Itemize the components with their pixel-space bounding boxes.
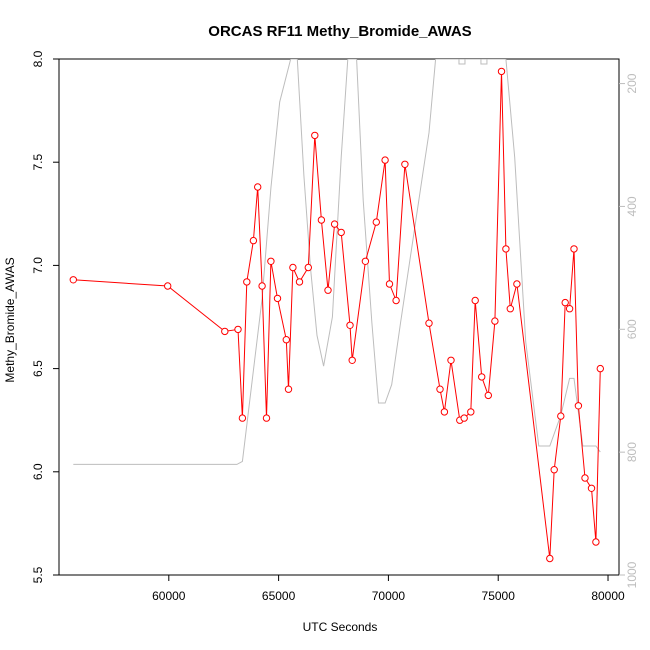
y2-tick-label: 800 xyxy=(625,442,639,462)
data-point xyxy=(581,474,589,482)
data-point xyxy=(69,276,78,284)
y-axis-label: Methy_Bromide_AWAS xyxy=(3,257,17,382)
data-point xyxy=(460,414,468,422)
chart-title: ORCAS RF11 Methy_Bromide_AWAS xyxy=(208,23,471,40)
data-point xyxy=(550,466,558,474)
y-tick-label: 6.5 xyxy=(31,360,45,377)
data-point xyxy=(243,278,251,286)
x-axis-label: UTC Seconds xyxy=(303,620,378,634)
data-point xyxy=(221,327,229,336)
y-tick-label: 5.5 xyxy=(31,566,45,583)
series-layer xyxy=(69,59,604,563)
data-point xyxy=(372,218,380,226)
data-point xyxy=(513,280,521,288)
data-point xyxy=(440,408,449,416)
data-point xyxy=(546,554,554,563)
data-point xyxy=(491,317,499,325)
data-point xyxy=(471,296,479,305)
x-tick-label: 70000 xyxy=(372,589,406,603)
data-point xyxy=(436,385,444,393)
y-tick-label: 6.0 xyxy=(31,463,45,480)
data-point xyxy=(561,298,569,307)
data-point xyxy=(304,263,312,272)
data-point xyxy=(502,245,510,253)
y2-tick-label: 1000 xyxy=(625,561,639,588)
data-point xyxy=(273,294,282,303)
data-point xyxy=(295,278,304,286)
data-point xyxy=(348,356,356,364)
data-point xyxy=(570,245,578,253)
data-point xyxy=(381,156,389,164)
data-point xyxy=(254,183,262,191)
data-point xyxy=(262,414,271,422)
data-point xyxy=(258,282,266,290)
data-point xyxy=(164,282,172,290)
y2-tick-label: 600 xyxy=(625,319,639,339)
data-point xyxy=(324,286,332,294)
data-point xyxy=(506,305,514,313)
data-point xyxy=(447,356,455,364)
data-point xyxy=(361,257,370,265)
data-point xyxy=(284,385,293,393)
data-point xyxy=(346,321,354,329)
data-point xyxy=(592,538,600,546)
data-point xyxy=(587,484,596,492)
y-tick-label: 7.5 xyxy=(31,154,45,171)
data-point xyxy=(484,391,492,400)
data-point xyxy=(330,220,339,228)
data-point xyxy=(267,257,275,265)
y2-tick-label: 200 xyxy=(625,73,639,93)
data-point xyxy=(385,280,394,288)
y-tick-label: 8.0 xyxy=(31,50,45,67)
series-line-secondary xyxy=(73,59,601,465)
data-point xyxy=(234,325,242,334)
data-point xyxy=(311,131,319,140)
data-point xyxy=(467,408,475,416)
data-point xyxy=(557,412,565,420)
data-point xyxy=(401,160,409,169)
data-point xyxy=(596,364,604,373)
plot-frame xyxy=(58,58,620,576)
x-tick-label: 65000 xyxy=(262,589,296,603)
data-point xyxy=(497,67,506,76)
x-tick-label: 60000 xyxy=(152,589,186,603)
data-point xyxy=(574,402,583,410)
y2-tick-label: 400 xyxy=(625,196,639,216)
data-point xyxy=(238,414,247,422)
series-line-primary xyxy=(73,71,601,559)
axes: 60000 65000 70000 75000 80000 5.5 6.0 6.5 7.0 7.5… xyxy=(31,50,639,603)
data-point xyxy=(337,228,345,237)
data-point xyxy=(249,236,258,245)
data-point xyxy=(317,216,326,224)
data-point xyxy=(425,319,433,327)
data-point xyxy=(478,373,486,381)
data-point xyxy=(282,336,290,344)
data-point xyxy=(392,296,400,305)
secondary-marker-box-b xyxy=(480,59,488,65)
secondary-marker-box-a xyxy=(458,59,466,65)
data-point xyxy=(565,305,574,313)
x-tick-label: 80000 xyxy=(591,589,625,603)
x-tick-label: 75000 xyxy=(482,589,516,603)
y-tick-label: 7.0 xyxy=(31,257,45,274)
data-point xyxy=(289,263,297,272)
